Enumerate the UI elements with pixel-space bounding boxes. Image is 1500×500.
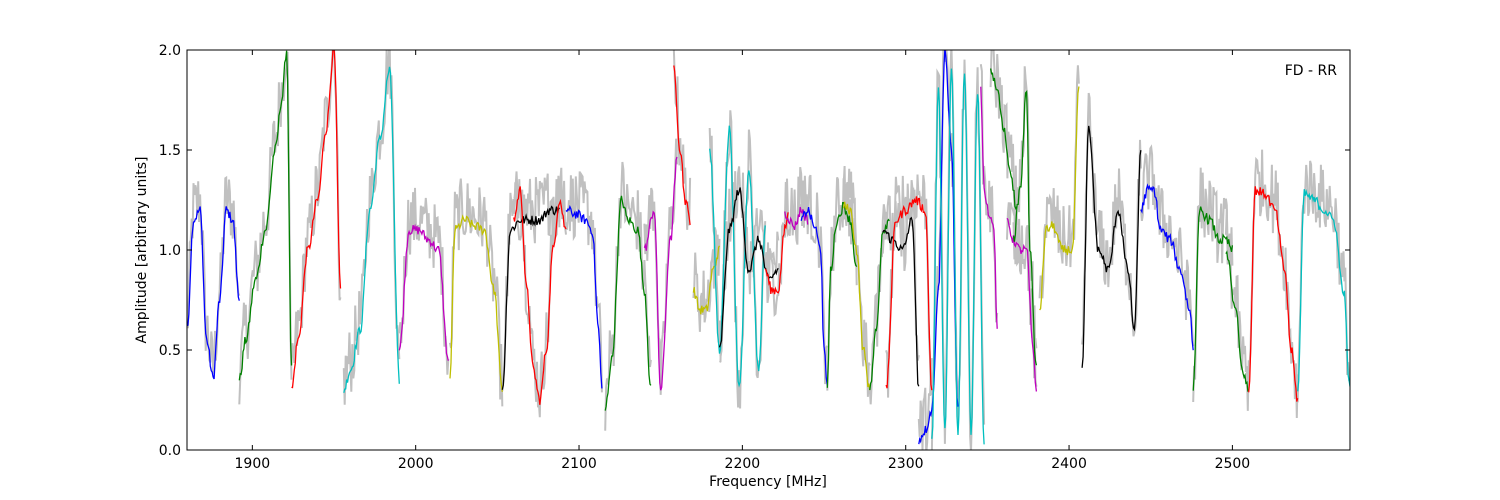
x-axis-label: Frequency [MHz] <box>709 474 827 490</box>
background-trace-17 <box>800 174 829 385</box>
series-line-10 <box>643 156 678 391</box>
y-tick-label: 1.5 <box>159 143 181 159</box>
series-line-17 <box>800 206 828 386</box>
background-trace-0 <box>187 175 241 374</box>
series-line-16 <box>784 206 809 230</box>
series-line-5 <box>449 214 503 392</box>
background-trace-28 <box>1012 66 1038 387</box>
series-line-34 <box>1248 186 1299 402</box>
background-trace-27 <box>1006 199 1038 379</box>
series-line-11 <box>673 65 691 225</box>
series-line-4 <box>398 223 449 361</box>
series-line-29 <box>1039 86 1080 311</box>
series-line-24 <box>931 68 985 445</box>
background-trace-25 <box>979 64 999 323</box>
series-line-35 <box>1297 188 1350 392</box>
series-line-30 <box>1081 125 1142 368</box>
series-line-33 <box>1225 250 1250 393</box>
y-tick-label: 2.0 <box>159 43 181 59</box>
background-trace-19 <box>842 165 871 397</box>
chart-annotation: FD - RR <box>1285 63 1338 79</box>
series-line-8 <box>565 204 603 389</box>
series-line-0 <box>187 206 240 380</box>
series-line-25 <box>980 86 998 329</box>
series-line-28 <box>1012 89 1038 366</box>
background-trace-10 <box>643 138 678 395</box>
series-line-7 <box>513 186 567 405</box>
y-tick-label: 0.5 <box>159 343 181 359</box>
background-trace-29 <box>1038 65 1080 299</box>
x-tick-label: 1900 <box>235 456 271 472</box>
ticks-layer: 1900 2000 2100 2200 2300 2400 2500 0.0 0.5 1.0 1.5… <box>159 43 1350 472</box>
background-trace-32 <box>1192 167 1234 403</box>
series-line-15 <box>764 212 789 295</box>
series-line-9 <box>604 195 652 411</box>
x-tick-label: 2400 <box>1051 456 1087 472</box>
series-line-32 <box>1192 206 1234 391</box>
series-line-18 <box>826 201 858 388</box>
series-line-20 <box>869 218 890 391</box>
series-line-21 <box>882 216 920 387</box>
x-tick-label: 2300 <box>888 456 924 472</box>
background-trace-35 <box>1296 160 1350 403</box>
series-line-27 <box>1006 217 1038 392</box>
series-line-22 <box>885 196 933 391</box>
background-trace-8 <box>565 171 603 393</box>
x-tick-label: 2500 <box>1215 456 1251 472</box>
background-trace-14 <box>719 166 780 363</box>
x-tick-label: 2200 <box>725 456 761 472</box>
y-axis-label: Amplitude [arbitrary units] <box>134 157 150 344</box>
series-layer <box>187 50 1350 445</box>
series-line-26 <box>989 68 1018 210</box>
series-line-13 <box>709 125 766 388</box>
background-trace-33 <box>1224 208 1250 411</box>
background-trace-31 <box>1139 144 1195 347</box>
background-trace-5 <box>449 178 504 407</box>
background-trace-4 <box>398 187 450 375</box>
background-trace-1 <box>238 51 293 405</box>
series-line-19 <box>842 201 871 391</box>
y-tick-label: 1.0 <box>159 243 181 259</box>
series-line-2 <box>291 50 342 389</box>
series-line-3 <box>343 66 400 393</box>
background-trace-9 <box>604 161 652 431</box>
series-line-31 <box>1140 183 1194 351</box>
background-trace-6 <box>501 173 561 392</box>
series-line-1 <box>238 50 293 381</box>
background-trace-34 <box>1247 149 1299 419</box>
x-tick-label: 2100 <box>561 456 597 472</box>
background-trace-16 <box>783 167 809 245</box>
background-trace-3 <box>342 50 401 405</box>
background-trace-layer <box>187 50 1350 450</box>
y-tick-label: 0.0 <box>159 443 181 459</box>
series-line-23 <box>918 50 959 445</box>
series-line-6 <box>501 205 560 390</box>
x-tick-label: 2000 <box>398 456 434 472</box>
